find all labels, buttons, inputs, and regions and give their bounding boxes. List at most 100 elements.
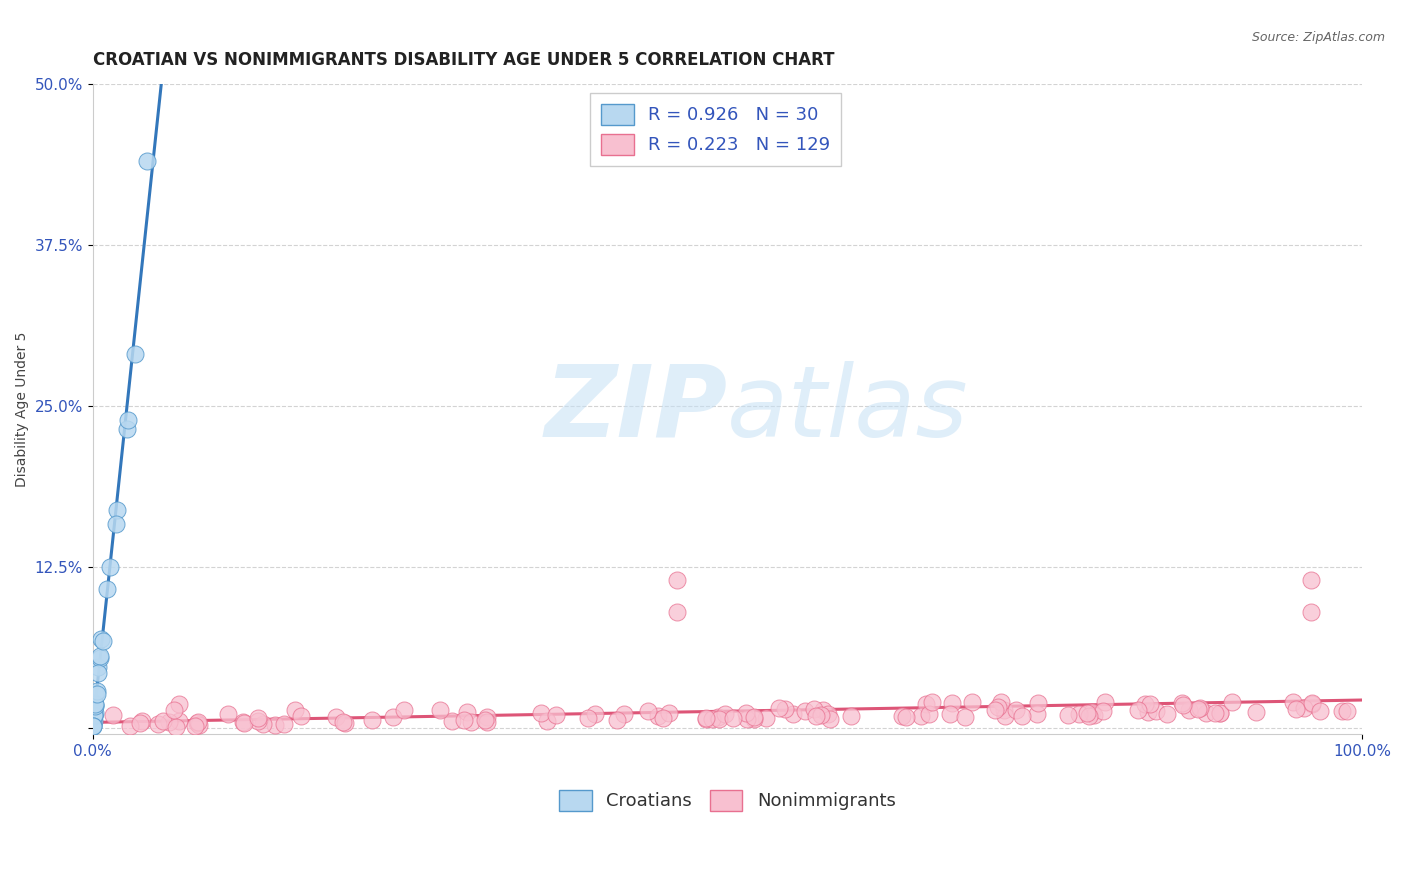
Point	[810, 708, 832, 723]
Point	[86, 687, 108, 701]
Point	[939, 706, 962, 721]
Point	[83, 696, 105, 710]
Point	[742, 712, 765, 726]
Point	[83, 714, 105, 728]
Point	[1171, 696, 1194, 710]
Point	[960, 695, 983, 709]
Point	[585, 706, 607, 721]
Point	[1136, 706, 1159, 720]
Point	[167, 698, 190, 712]
Point	[665, 573, 688, 587]
Point	[128, 716, 150, 731]
Point	[813, 703, 835, 717]
Point	[651, 711, 673, 725]
Point	[1336, 704, 1358, 718]
Point	[252, 717, 274, 731]
Point	[714, 706, 737, 721]
Point	[773, 701, 796, 715]
Point	[83, 708, 105, 723]
Point	[993, 703, 1015, 717]
Point	[839, 709, 862, 723]
Point	[105, 503, 128, 517]
Point	[1056, 707, 1078, 722]
Point	[990, 695, 1012, 709]
Point	[273, 717, 295, 731]
Point	[1083, 707, 1105, 722]
Point	[1301, 605, 1323, 619]
Point	[325, 710, 347, 724]
Point	[941, 696, 963, 710]
Point	[695, 712, 717, 726]
Point	[381, 710, 404, 724]
Point	[136, 154, 159, 169]
Point	[707, 710, 730, 724]
Point	[817, 707, 839, 722]
Text: CROATIAN VS NONIMMIGRANTS DISABILITY AGE UNDER 5 CORRELATION CHART: CROATIAN VS NONIMMIGRANTS DISABILITY AGE…	[93, 51, 834, 69]
Point	[1011, 709, 1033, 723]
Point	[96, 582, 118, 596]
Point	[98, 560, 121, 574]
Point	[1139, 698, 1161, 712]
Point	[89, 649, 111, 664]
Point	[264, 718, 287, 732]
Point	[782, 707, 804, 722]
Point	[576, 711, 599, 725]
Point	[530, 706, 553, 720]
Point	[658, 706, 681, 721]
Point	[187, 718, 209, 732]
Point	[332, 714, 354, 729]
Point	[647, 709, 669, 723]
Point	[987, 700, 1010, 714]
Point	[82, 719, 104, 733]
Point	[1209, 706, 1232, 720]
Point	[914, 697, 936, 711]
Point	[918, 706, 941, 721]
Point	[707, 712, 730, 726]
Point	[1292, 701, 1315, 715]
Point	[232, 715, 254, 730]
Point	[86, 684, 108, 698]
Point	[1285, 702, 1308, 716]
Point	[84, 699, 107, 714]
Point	[82, 719, 104, 733]
Text: ZIP: ZIP	[544, 360, 727, 458]
Point	[475, 714, 498, 729]
Point	[233, 716, 256, 731]
Point	[695, 711, 717, 725]
Point	[896, 710, 918, 724]
Point	[955, 709, 977, 723]
Point	[1301, 696, 1323, 710]
Point	[453, 713, 475, 727]
Point	[475, 710, 498, 724]
Point	[994, 709, 1017, 723]
Point	[606, 714, 628, 728]
Point	[456, 705, 478, 719]
Point	[737, 713, 759, 727]
Point	[1195, 706, 1218, 721]
Point	[890, 709, 912, 723]
Point	[546, 707, 568, 722]
Point	[217, 707, 239, 722]
Point	[117, 422, 139, 436]
Point	[1187, 702, 1209, 716]
Point	[118, 719, 141, 733]
Point	[1301, 573, 1323, 587]
Point	[804, 709, 827, 723]
Point	[186, 715, 208, 730]
Point	[1094, 695, 1116, 709]
Text: Source: ZipAtlas.com: Source: ZipAtlas.com	[1251, 31, 1385, 45]
Point	[83, 687, 105, 701]
Point	[440, 714, 463, 728]
Point	[910, 709, 932, 723]
Point	[460, 714, 482, 729]
Point	[1126, 703, 1149, 717]
Point	[1204, 706, 1226, 720]
Point	[157, 715, 180, 730]
Point	[536, 714, 558, 728]
Point	[474, 713, 496, 727]
Point	[1080, 705, 1102, 719]
Point	[637, 705, 659, 719]
Point	[1282, 695, 1305, 709]
Point	[146, 717, 169, 731]
Point	[89, 650, 111, 665]
